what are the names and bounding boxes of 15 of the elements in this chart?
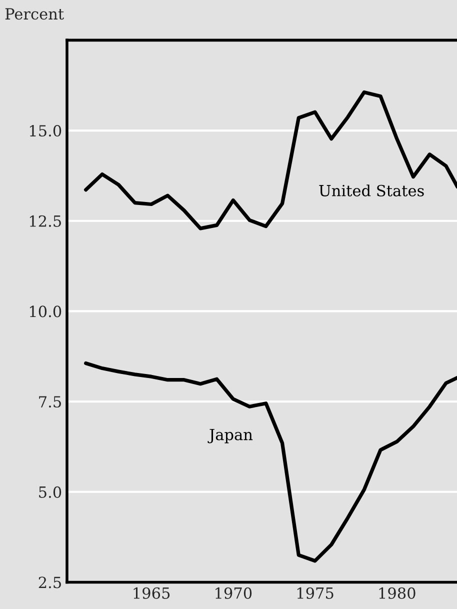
x-tick-label: 1975 <box>297 587 334 599</box>
x-tick-label: 1980 <box>379 587 416 599</box>
y-tick-label: 10.0 <box>30 306 62 318</box>
x-tick-label: 1965 <box>134 587 170 599</box>
y-tick-label: 15.0 <box>30 124 62 137</box>
line-series <box>84 361 457 563</box>
y-tick-label: 7.5 <box>39 396 61 408</box>
y-axis-title: Percent <box>5 8 64 20</box>
y-tick-label: 2.5 <box>38 576 61 588</box>
y-tick-label: 5.0 <box>39 486 62 498</box>
y-tick-label: 12.5 <box>30 215 61 227</box>
series-label: United States <box>319 184 424 196</box>
series-label: Japan <box>208 428 253 444</box>
line-series <box>84 90 457 230</box>
x-tick-label: 1970 <box>216 587 252 599</box>
